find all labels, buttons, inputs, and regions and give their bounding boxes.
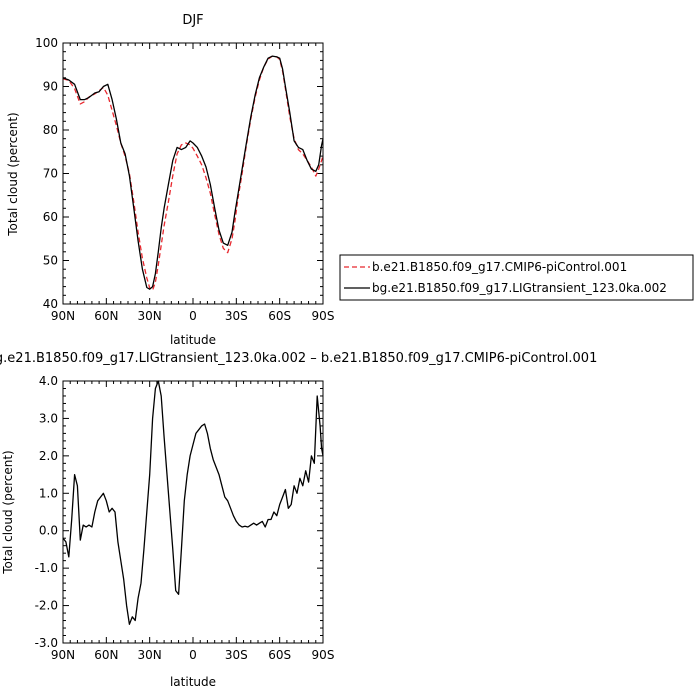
bottom-y-tick-label: 0.0 [39, 524, 58, 538]
bottom-x-tick-label: 30S [225, 648, 248, 662]
bottom-x-tick-label: 0 [189, 648, 197, 662]
bottom-title: bg.e21.B1850.f09_g17.LIGtransient_123.0k… [0, 351, 597, 366]
top-y-tick-label: 70 [43, 167, 58, 181]
bottom-x-tick-label: 60S [268, 648, 291, 662]
bottom-y-tick-label: 4.0 [39, 374, 58, 388]
top-y-tick-label: 90 [43, 80, 58, 94]
top-y-axis-label: Total cloud (percent) [6, 112, 20, 236]
top-y-tick-label: 40 [43, 297, 58, 311]
bottom-x-tick-label: 90S [312, 648, 335, 662]
top-x-tick-label: 30N [138, 309, 162, 323]
bottom-x-tick-label: 90N [51, 648, 75, 662]
top-x-tick-label: 0 [189, 309, 197, 323]
legend-box [339, 254, 694, 301]
top-y-tick-label: 80 [43, 123, 58, 137]
bottom-series-line-1 [62, 380, 324, 625]
bottom-y-tick-label: 2.0 [39, 449, 58, 463]
bottom-y-tick-label: -1.0 [35, 561, 58, 575]
bottom-x-tick-label: 30N [138, 648, 162, 662]
top-y-tick-label: 60 [43, 210, 58, 224]
bottom-y-tick-label: 1.0 [39, 486, 58, 500]
top-y-tick-label: 100 [35, 36, 58, 50]
bottom-x-axis-label: latitude [170, 675, 216, 689]
legend-label-series-1: b.e21.B1850.f09_g17.CMIP6-piControl.001 [372, 260, 627, 274]
top-series-line-1 [62, 55, 324, 291]
top-x-tick-label: 90S [312, 309, 335, 323]
top-panel: DJF 90N 60N 30N 0 30S 60S 90S 40 50 60 70 80 90 100 l… [6, 13, 334, 347]
top-title: DJF [182, 13, 203, 28]
top-plot-frame [62, 42, 324, 305]
legend: b.e21.B1850.f09_g17.CMIP6-piControl.001 … [339, 254, 694, 301]
top-x-axis-label: latitude [170, 333, 216, 347]
top-x-tick-label: 90N [51, 309, 75, 323]
bottom-y-tick-label: -2.0 [35, 599, 58, 613]
top-x-tick-label: 60S [268, 309, 291, 323]
bottom-x-tick-label: 60N [94, 648, 118, 662]
top-x-tick-label: 60N [94, 309, 118, 323]
bottom-y-tick-label: 3.0 [39, 411, 58, 425]
bottom-plot-frame [62, 380, 324, 644]
legend-label-series-2: bg.e21.B1850.f09_g17.LIGtransient_123.0k… [372, 281, 667, 295]
bottom-panel: bg.e21.B1850.f09_g17.LIGtransient_123.0k… [0, 351, 597, 689]
bottom-y-tick-label: -3.0 [35, 636, 58, 650]
bottom-y-axis-label: Total cloud (percent) [1, 450, 15, 574]
top-x-tick-label: 30S [225, 309, 248, 323]
top-y-tick-label: 50 [43, 254, 58, 268]
top-series-line-2 [62, 55, 324, 290]
